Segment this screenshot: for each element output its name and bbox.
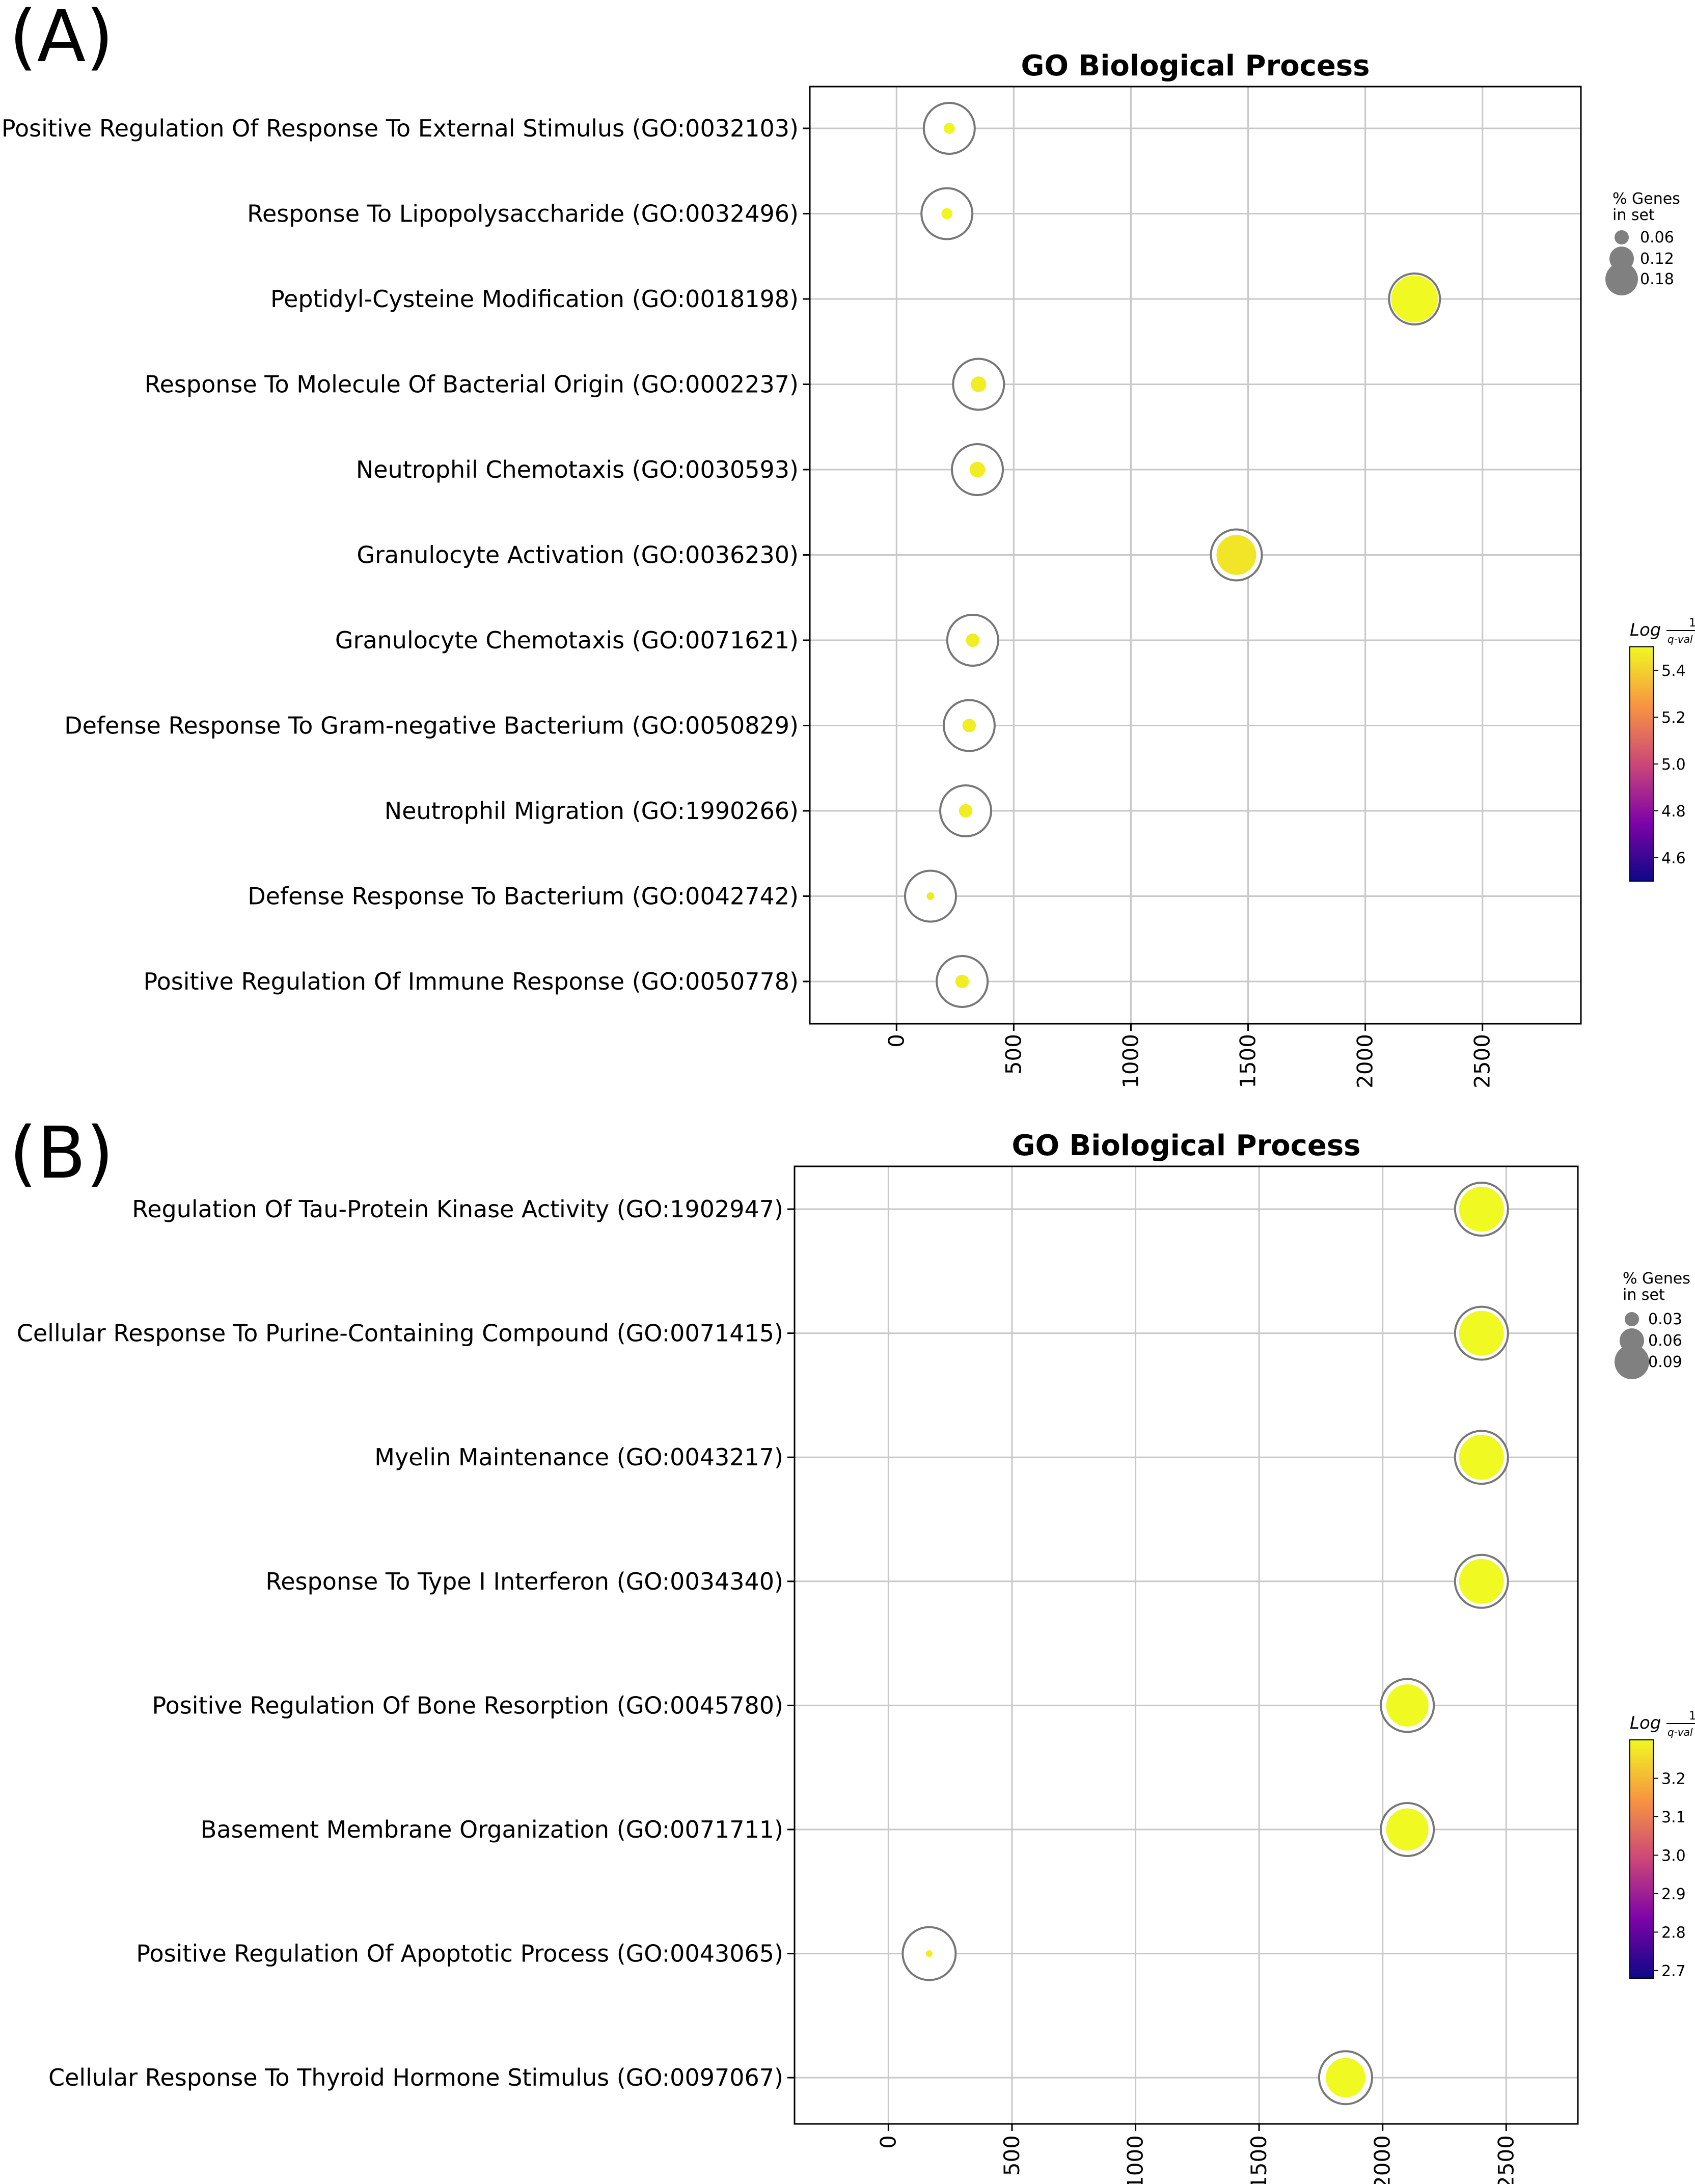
x-tick-label: 2000 bbox=[1353, 1034, 1378, 1088]
x-tick-label: 1500 bbox=[1236, 1034, 1261, 1088]
panel-label: (A) bbox=[9, 0, 114, 78]
size-legend-label: 0.06 bbox=[1640, 229, 1674, 247]
panel-a: (A) GO Biological Process 0 500 1000 1500 2000… bbox=[2, 0, 1695, 1088]
data-point bbox=[962, 719, 976, 732]
colorbar-gradient bbox=[1629, 646, 1654, 882]
colorbar-label-den: q-val bbox=[1667, 1726, 1693, 1738]
data-point bbox=[1391, 276, 1438, 322]
size-legend-label: 0.06 bbox=[1648, 1332, 1682, 1350]
size-legend-title-2: in set bbox=[1612, 206, 1655, 224]
x-tick-label: 1000 bbox=[1123, 2135, 1148, 2184]
panel-b: (B) GO Biological Process 0 500 1000 1500 2000… bbox=[9, 1112, 1695, 2184]
data-point bbox=[1459, 1187, 1504, 1232]
data-point bbox=[926, 892, 935, 900]
colorbar-tick-label: 5.0 bbox=[1661, 756, 1686, 774]
size-legend-marker bbox=[1615, 1345, 1649, 1379]
x-tick-label: 0 bbox=[884, 1034, 909, 1048]
data-point bbox=[1386, 1684, 1429, 1727]
size-legend-label: 0.12 bbox=[1640, 250, 1674, 268]
chart-title: GO Biological Process bbox=[1011, 1129, 1360, 1162]
y-tick-label: Defense Response To Bacterium (GO:004274… bbox=[248, 883, 799, 910]
colorbar-tick-label: 2.8 bbox=[1661, 1924, 1686, 1942]
colorbar-tick-label: 4.6 bbox=[1661, 850, 1686, 867]
plot-frame bbox=[794, 1165, 1579, 2125]
colorbar-tick-label: 4.8 bbox=[1661, 803, 1686, 821]
y-tick-label: Response To Type I Interferon (GO:003434… bbox=[265, 1568, 783, 1595]
data-point bbox=[925, 1950, 933, 1957]
colorbar-tick-label: 5.2 bbox=[1661, 709, 1686, 727]
plot-frame bbox=[809, 86, 1582, 1025]
x-tick-label: 2500 bbox=[1493, 2135, 1518, 2184]
colorbar-tick-label: 5.4 bbox=[1661, 662, 1686, 680]
colorbar-tick-label: 2.7 bbox=[1661, 1962, 1686, 1980]
y-tick-label: Positive Regulation Of Bone Resorption (… bbox=[152, 1691, 783, 1719]
y-tick-label: Granulocyte Chemotaxis (GO:0071621) bbox=[335, 626, 799, 654]
size-legend-label: 0.18 bbox=[1640, 270, 1674, 288]
y-tick-label: Positive Regulation Of Apoptotic Process… bbox=[136, 1940, 783, 1968]
colorbar-label-num: 1 bbox=[1689, 1710, 1695, 1723]
data-point bbox=[943, 123, 955, 134]
size-legend-title: % Genes bbox=[1623, 1270, 1690, 1288]
colorbar-tick-label: 3.2 bbox=[1661, 1770, 1686, 1788]
colorbar: Log 1 q-val 4.6 4.8 5.0 5.2 5.4 bbox=[1629, 617, 1695, 882]
y-tick-label: Myelin Maintenance (GO:0043217) bbox=[374, 1443, 783, 1471]
colorbar-tick-label: 3.0 bbox=[1661, 1847, 1686, 1865]
y-tick-label: Positive Regulation Of Response To Exter… bbox=[2, 115, 799, 142]
data-point bbox=[955, 974, 969, 989]
data-point bbox=[966, 633, 980, 647]
x-tick-label: 1500 bbox=[1246, 2135, 1271, 2184]
data-point bbox=[970, 376, 987, 392]
panel-label: (B) bbox=[9, 1112, 114, 1195]
size-legend-label: 0.03 bbox=[1648, 1311, 1682, 1328]
y-tick-label: Peptidyl-Cysteine Modification (GO:00181… bbox=[270, 285, 799, 313]
colorbar-label: Log bbox=[1630, 620, 1661, 640]
chart-title: GO Biological Process bbox=[1021, 49, 1370, 83]
colorbar-gradient bbox=[1629, 1739, 1654, 1979]
data-point bbox=[969, 461, 986, 478]
colorbar-label-num: 1 bbox=[1689, 617, 1695, 630]
size-legend-marker bbox=[1615, 230, 1629, 244]
data-point bbox=[1326, 2058, 1365, 2098]
data-point bbox=[1386, 1808, 1429, 1851]
data-point bbox=[1216, 535, 1256, 575]
x-tick-label: 2000 bbox=[1370, 2135, 1395, 2184]
y-tick-label: Defense Response To Gram-negative Bacter… bbox=[64, 712, 799, 740]
colorbar-label-den: q-val bbox=[1667, 633, 1693, 645]
data-point bbox=[1459, 1311, 1504, 1356]
size-legend-title-2: in set bbox=[1623, 1286, 1665, 1304]
y-tick-label: Granulocyte Activation (GO:0036230) bbox=[357, 541, 799, 569]
x-tick-label: 500 bbox=[1001, 1034, 1026, 1075]
y-tick-label: Response To Molecule Of Bacterial Origin… bbox=[145, 371, 799, 398]
size-legend-marker bbox=[1605, 263, 1638, 295]
y-tick-label: Response To Lipopolysaccharide (GO:00324… bbox=[247, 200, 799, 228]
colorbar-tick-label: 2.9 bbox=[1661, 1886, 1686, 1903]
x-tick-label: 1000 bbox=[1118, 1034, 1143, 1088]
data-point bbox=[1459, 1559, 1504, 1604]
size-legend-marker bbox=[1625, 1312, 1639, 1326]
size-legend-title: % Genes bbox=[1612, 190, 1680, 208]
x-tick-label: 500 bbox=[999, 2135, 1024, 2176]
y-tick-label: Regulation Of Tau-Protein Kinase Activit… bbox=[132, 1195, 783, 1223]
x-tick-label: 2500 bbox=[1470, 1034, 1495, 1088]
data-point bbox=[941, 208, 953, 220]
y-tick-label: Positive Regulation Of Immune Response (… bbox=[144, 968, 799, 995]
data-point bbox=[959, 804, 973, 818]
colorbar-label: Log bbox=[1630, 1713, 1661, 1733]
y-tick-label: Neutrophil Chemotaxis (GO:0030593) bbox=[356, 456, 799, 483]
y-tick-label: Neutrophil Migration (GO:1990266) bbox=[385, 797, 799, 825]
colorbar: Log 1 q-val 2.7 2.8 2.9 3.0 3.1 3.2 bbox=[1629, 1710, 1695, 1980]
data-point bbox=[1459, 1435, 1504, 1480]
y-tick-label: Basement Membrane Organization (GO:00717… bbox=[201, 1816, 783, 1843]
x-tick-label: 0 bbox=[876, 2135, 900, 2149]
y-tick-label: Cellular Response To Thyroid Hormone Sti… bbox=[48, 2064, 783, 2091]
y-tick-label: Cellular Response To Purine-Containing C… bbox=[17, 1320, 783, 1347]
colorbar-tick-label: 3.1 bbox=[1661, 1809, 1686, 1826]
size-legend-label: 0.09 bbox=[1648, 1353, 1682, 1371]
